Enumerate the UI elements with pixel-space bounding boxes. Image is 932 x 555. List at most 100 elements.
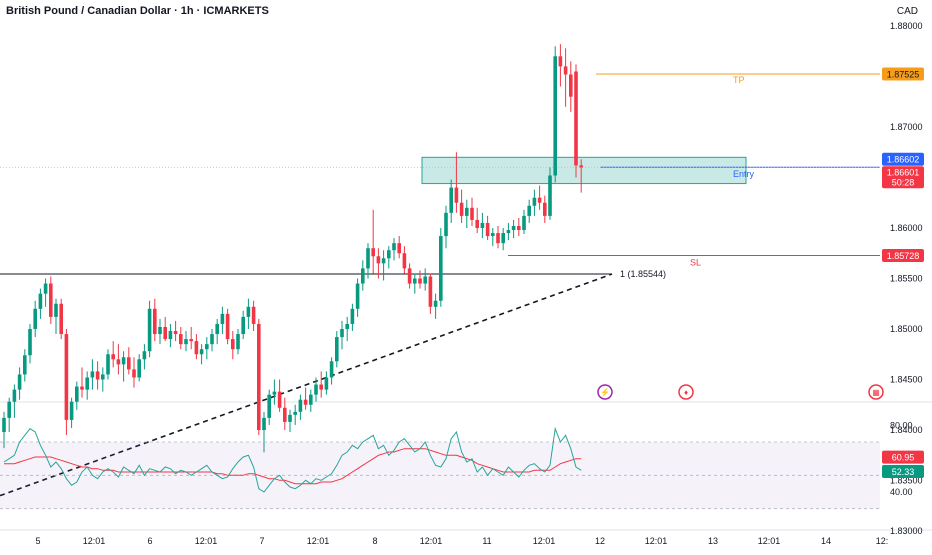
candle-body (2, 417, 6, 433)
canada-flag-icon[interactable] (678, 384, 694, 400)
candle-body (257, 323, 261, 430)
tp-label: TP (733, 75, 745, 85)
lightning-icon[interactable] (597, 384, 613, 400)
candle-body (418, 278, 422, 284)
ma-value-tag-bg (882, 464, 924, 478)
time-tick-label: 12:01 (83, 536, 106, 546)
indicator-tick-label: 40.00 (890, 487, 913, 497)
lightning-icon-glyph: ⚡ (600, 387, 610, 397)
candle-body (205, 344, 209, 350)
candle-body (387, 250, 391, 259)
trendline[interactable] (0, 273, 613, 497)
time-tick-label: 7 (259, 536, 264, 546)
candle-body (231, 339, 235, 350)
indicator-tick-label: 80.00 (890, 420, 913, 430)
price-tick-label: 1.85000 (890, 324, 923, 334)
candle-body (80, 386, 84, 390)
candle-body (491, 233, 495, 237)
rsi-ma-line[interactable] (4, 448, 582, 485)
candle-body (355, 283, 360, 309)
candle-body (64, 334, 69, 420)
ma-value-tag: 52.33 (892, 467, 915, 477)
candle-body (298, 399, 303, 412)
candle-body (43, 283, 48, 294)
candle-body (511, 225, 516, 231)
candle-body (428, 276, 433, 307)
candle-body (345, 323, 349, 329)
price-tick-label: 1.87000 (890, 122, 923, 132)
price-tick-label: 1.85500 (890, 274, 923, 284)
candle-body (527, 205, 531, 216)
sl-label: SL (690, 257, 701, 267)
candle-body (69, 401, 74, 420)
candle-body (522, 215, 526, 231)
candle-body (361, 268, 365, 284)
time-tick-label: 12: (876, 536, 889, 546)
entry-zone-box[interactable] (421, 156, 747, 185)
calendar-icon-glyph: ▦ (872, 388, 880, 397)
entry-price-tag-bg (882, 152, 924, 166)
candle-body (475, 219, 479, 228)
candle-body (199, 349, 204, 355)
candle-body (506, 230, 511, 234)
candle-body (127, 357, 131, 370)
candle-body (111, 354, 115, 360)
candle-body (423, 276, 427, 284)
tp-price-tag: 1.87525 (887, 69, 920, 79)
candle-body (49, 283, 53, 317)
price-tick-label: 1.83500 (890, 476, 923, 486)
price-tick-label: 1.84500 (890, 375, 923, 385)
candle-body (350, 308, 355, 324)
candle-body (54, 303, 58, 317)
candle-body (28, 329, 32, 356)
candle-body (225, 313, 230, 340)
candle-body (470, 207, 474, 220)
symbol-title[interactable]: British Pound / Canadian Dollar · 1h · I… (6, 5, 269, 17)
time-tick-label: 12:01 (307, 536, 330, 546)
candle-body (465, 207, 469, 216)
time-tick-label: 11 (482, 536, 491, 546)
rsi-line[interactable] (3, 426, 582, 493)
candle-body (90, 371, 95, 378)
price-tick-label: 1.83000 (890, 526, 923, 536)
candle-body (402, 253, 407, 269)
time-tick-label: 6 (147, 536, 152, 546)
candle-body (413, 278, 417, 284)
candle-body (329, 361, 334, 378)
candle-body (12, 389, 17, 402)
entry-label: Entry (733, 169, 755, 179)
time-tick-label: 12:01 (420, 536, 443, 546)
candle-body (376, 256, 381, 264)
candle-body (569, 74, 573, 97)
candle-body (277, 391, 282, 408)
candle-body (324, 377, 329, 390)
countdown-tag: 50:28 (892, 177, 915, 187)
horizontal-line-label: 1 (1.85544) (620, 269, 666, 279)
candle-body (381, 258, 386, 264)
price-tick-label: 1.84000 (890, 425, 923, 435)
candle-body (210, 334, 214, 345)
candle-body (17, 374, 22, 390)
time-tick-label: 12:01 (645, 536, 668, 546)
candle-body (579, 165, 583, 168)
candle-body (496, 233, 500, 244)
candle-body (147, 308, 152, 352)
candle-body (101, 374, 105, 380)
candle-body (168, 331, 173, 340)
time-tick-label: 12 (595, 536, 605, 546)
candle-body (319, 384, 323, 390)
calendar-icon[interactable] (868, 384, 884, 400)
candle-body (241, 316, 245, 335)
candle-body (262, 417, 266, 430)
candle-body (293, 411, 297, 415)
candle-body (236, 334, 240, 350)
rsi-value-tag: 60.95 (892, 453, 915, 463)
last-price-tag: 1.86601 (887, 167, 920, 177)
candle-body (371, 248, 375, 257)
candle-body (7, 401, 11, 418)
canada-flag-icon-glyph: ♦ (684, 388, 688, 397)
candle-body (121, 357, 126, 365)
candle-body (288, 414, 292, 422)
